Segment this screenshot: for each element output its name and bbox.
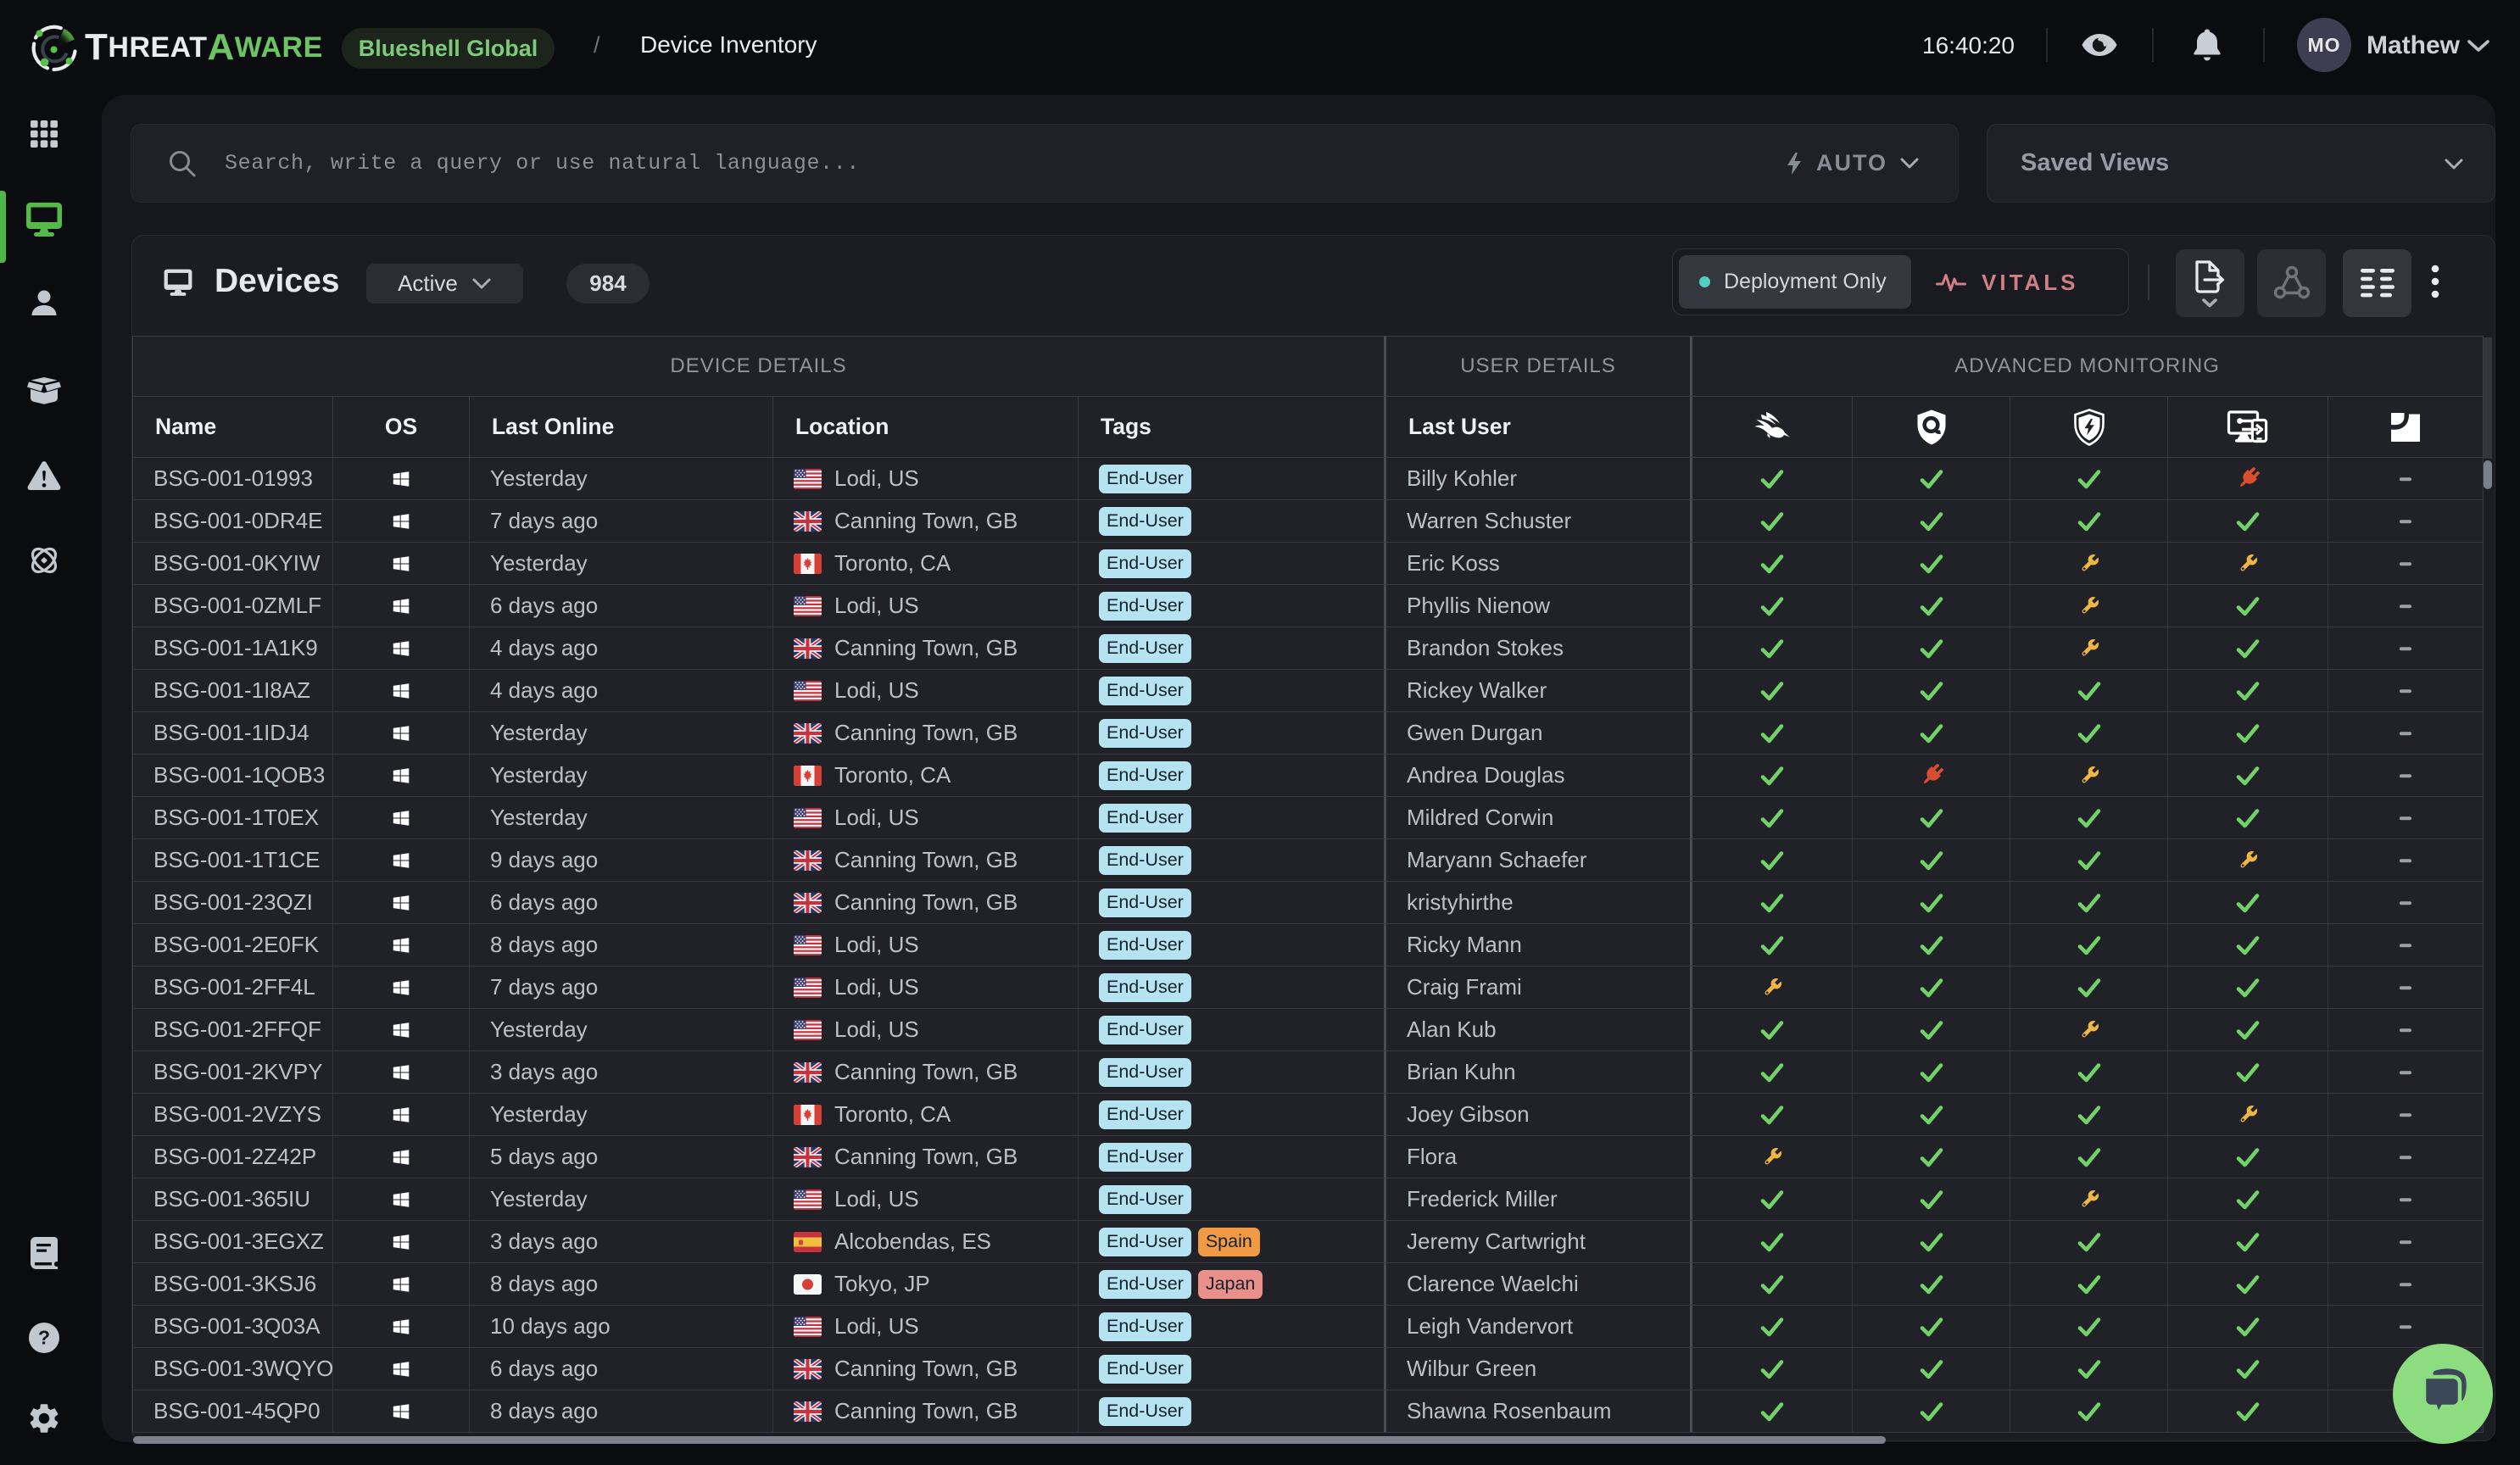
svg-text:?: ? xyxy=(37,1327,49,1349)
